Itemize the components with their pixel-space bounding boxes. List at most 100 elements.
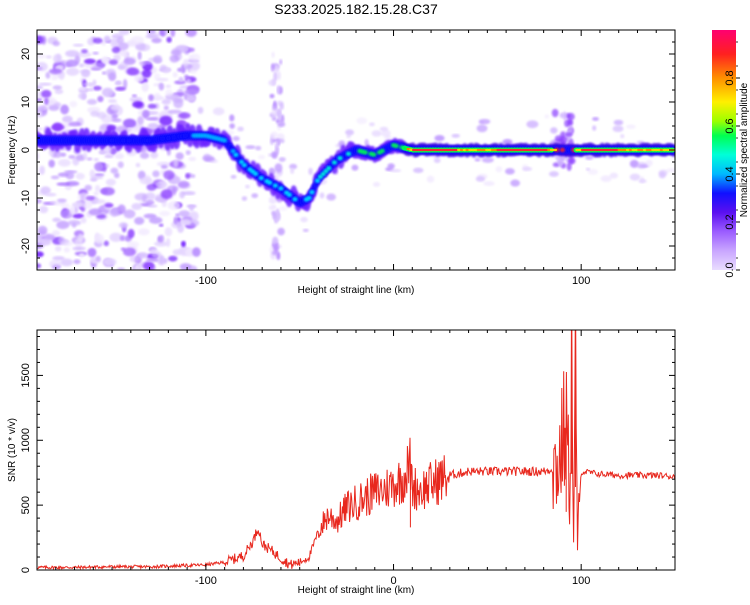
noise-blob <box>178 210 190 218</box>
noise-blob <box>126 67 140 76</box>
noise-blob <box>77 233 84 242</box>
noise-blob <box>159 210 171 217</box>
noise-blob <box>289 163 298 170</box>
noise-blob <box>356 117 368 125</box>
noise-blob <box>39 165 45 175</box>
noise-blob <box>77 51 92 58</box>
noise-blob <box>104 154 114 158</box>
noise-blob <box>110 167 119 174</box>
noise-blob <box>142 61 152 65</box>
noise-blob <box>149 248 158 253</box>
noise-blob <box>585 167 591 171</box>
noise-blob <box>99 150 105 154</box>
ridge-core <box>379 148 385 154</box>
noise-blob <box>237 126 244 132</box>
ridge-core <box>345 151 352 157</box>
ridge-core <box>371 152 377 157</box>
snr-xtick-label: -100 <box>195 575 217 587</box>
noise-blob <box>111 46 121 54</box>
noise-blob <box>134 216 145 225</box>
noise-blob <box>274 65 280 73</box>
noise-blob <box>192 247 201 257</box>
noise-blob <box>138 228 150 236</box>
noise-blob <box>502 139 513 146</box>
noise-blob <box>45 71 51 79</box>
noise-blob <box>53 150 62 158</box>
noise-blob <box>173 98 184 109</box>
noise-blob <box>142 109 150 119</box>
noise-blob <box>72 246 86 251</box>
noise-blob <box>554 135 564 142</box>
noise-blob <box>146 183 157 191</box>
noise-blob <box>113 33 124 38</box>
noise-blob <box>170 30 176 38</box>
noise-blob <box>74 54 81 64</box>
noise-blob <box>562 111 567 121</box>
noise-blob <box>147 103 157 109</box>
noise-blob <box>127 228 135 239</box>
noise-blob <box>72 222 77 228</box>
noise-blob <box>434 134 445 142</box>
noise-blob <box>163 30 171 35</box>
noise-blob <box>522 166 533 171</box>
noise-blob <box>117 267 125 270</box>
noise-blob <box>63 247 70 253</box>
noise-blob <box>127 127 132 133</box>
noise-blob <box>159 234 165 243</box>
noise-blob <box>114 153 125 160</box>
noise-blob <box>270 131 278 140</box>
ridge-core <box>126 138 132 143</box>
noise-blob <box>78 253 85 258</box>
noise-blob <box>137 51 142 60</box>
noise-blob <box>564 132 573 137</box>
noise-blob <box>636 162 648 169</box>
noise-blob <box>290 167 295 174</box>
ridge-core <box>253 171 259 176</box>
noise-blob <box>175 152 184 160</box>
noise-blob <box>272 236 279 246</box>
noise-blob <box>122 247 136 257</box>
noise-blob <box>87 37 96 46</box>
noise-blob <box>245 184 250 189</box>
noise-blob <box>92 51 99 55</box>
ridge-peak <box>552 148 558 152</box>
noise-blob <box>48 105 60 111</box>
snr-ytick-label: 1000 <box>20 428 32 452</box>
noise-blob <box>122 51 129 59</box>
noise-blob <box>426 175 435 183</box>
noise-blob <box>174 80 186 85</box>
noise-blob <box>620 134 625 139</box>
noise-blob <box>251 193 259 199</box>
ridge-core <box>241 162 247 168</box>
noise-blob <box>71 202 85 208</box>
noise-blob <box>476 124 488 133</box>
noise-blob <box>351 164 359 171</box>
ridge-core <box>120 138 126 143</box>
noise-blob <box>609 172 619 179</box>
noise-blob <box>103 35 111 42</box>
noise-blob <box>94 173 105 177</box>
noise-blob <box>229 114 235 122</box>
noise-blob <box>92 85 102 91</box>
noise-blob <box>160 165 168 169</box>
ridge-core <box>182 133 188 139</box>
noise-blob <box>232 136 240 142</box>
noise-blob <box>60 258 74 267</box>
noise-blob <box>413 167 424 174</box>
noise-blob <box>126 241 140 248</box>
spectrogram-xtick-label: -100 <box>195 275 217 287</box>
noise-blob <box>141 82 149 92</box>
spectrogram-ridge <box>37 123 675 212</box>
noise-blob <box>105 68 117 77</box>
spectrogram-ytick-label: 20 <box>20 48 32 60</box>
noise-blob <box>179 219 192 226</box>
noise-blob <box>103 258 117 266</box>
noise-blob <box>161 200 167 208</box>
noise-blob <box>153 92 161 101</box>
noise-blob <box>58 236 66 245</box>
noise-blob <box>83 151 88 160</box>
noise-blob <box>37 127 43 131</box>
noise-blob <box>149 216 163 224</box>
noise-blob <box>166 36 172 43</box>
ridge-core <box>222 138 228 143</box>
